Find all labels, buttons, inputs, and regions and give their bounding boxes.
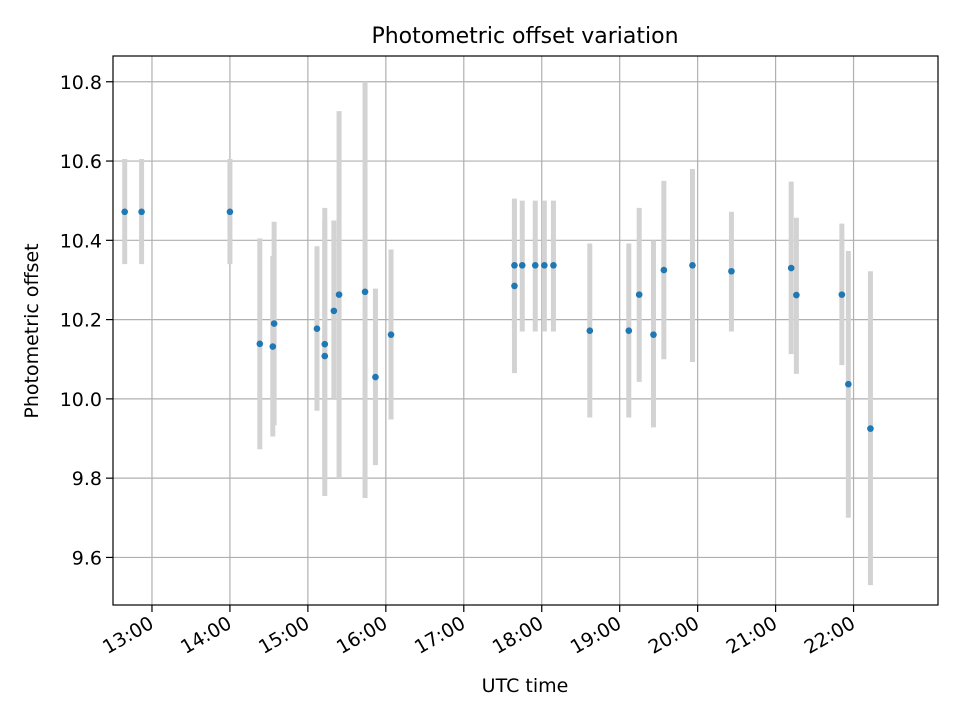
y-tick-label: 10.6: [60, 151, 102, 173]
plot-frame: [112, 55, 939, 606]
data-point: [121, 208, 128, 216]
x-tick-label: 22:00: [801, 612, 859, 658]
x-tick-label: 19:00: [567, 612, 625, 658]
y-tick-label: 10.4: [60, 230, 102, 252]
y-tick-label: 9.8: [72, 468, 102, 490]
data-point: [313, 325, 321, 333]
data-point: [335, 291, 343, 298]
data-point: [330, 307, 338, 315]
y-tick-label: 10.2: [60, 310, 102, 332]
data-point: [269, 343, 277, 350]
x-axis-label: UTC time: [482, 675, 569, 697]
y-axis: 9.6 9.8 10.0 10.2 10.4 10.6 10.8: [60, 72, 113, 569]
x-tick-label: 13:00: [99, 612, 157, 658]
data-point: [256, 340, 264, 348]
data-point: [845, 380, 852, 388]
y-tick-label: 9.6: [72, 547, 102, 569]
data-point: [728, 267, 735, 275]
data-point: [625, 327, 633, 334]
data-point: [511, 282, 518, 290]
x-tick-label: 17:00: [411, 612, 469, 658]
x-axis: 13:00 14:00 15:00 16:00 17:00 18:00 19:00 20:00…: [99, 605, 859, 659]
data-point: [531, 261, 539, 269]
x-tick-label: 21:00: [723, 612, 781, 658]
grid-lines: [113, 56, 938, 605]
data-point: [387, 331, 395, 338]
data-point: [793, 291, 800, 299]
x-tick-label: 14:00: [177, 612, 235, 658]
y-axis-label: Photometric offset: [21, 243, 43, 418]
data-point: [511, 261, 518, 269]
y-tick-label: 10.8: [60, 72, 102, 94]
data-point: [787, 264, 795, 272]
x-tick-label: 15:00: [255, 612, 313, 658]
data-point: [372, 373, 379, 381]
chart-title: Photometric offset variation: [371, 24, 678, 49]
data-point: [838, 291, 846, 298]
data-point: [660, 266, 668, 274]
data-point: [635, 291, 643, 298]
data-point: [518, 261, 526, 269]
data-point: [138, 208, 145, 216]
x-tick-label: 18:00: [489, 612, 547, 658]
data-point: [321, 340, 329, 348]
x-tick-label: 16:00: [333, 612, 391, 658]
data-point: [586, 327, 594, 334]
data-points: [121, 208, 874, 432]
x-tick-label: 20:00: [645, 612, 703, 658]
data-point: [541, 261, 548, 269]
data-point: [321, 352, 329, 360]
data-point: [689, 261, 696, 269]
data-point: [650, 331, 657, 338]
data-point: [270, 320, 278, 327]
data-point: [550, 261, 557, 269]
data-point: [361, 288, 369, 296]
error-bars: [122, 81, 873, 586]
y-tick-label: 10.0: [60, 389, 102, 411]
data-point: [867, 425, 874, 432]
data-point: [226, 208, 234, 216]
